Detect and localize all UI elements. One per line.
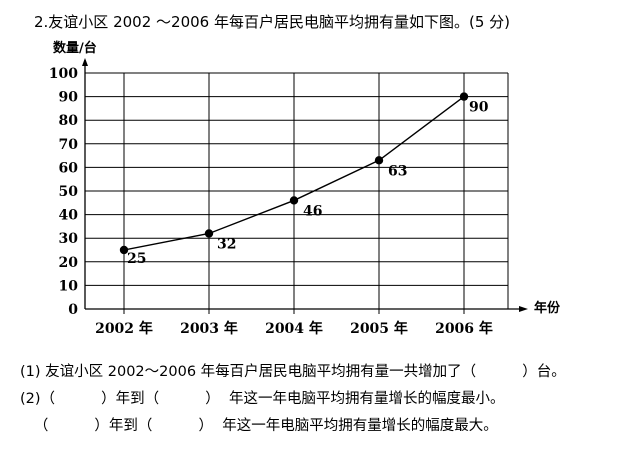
data-point [119,245,129,255]
y-axis-arrow [82,58,88,66]
x-tick-label: 2002 年 [95,320,153,337]
y-tick-label: 40 [59,208,79,224]
data-point [289,196,299,205]
question-line-1: (1) 友谊小区 2002～2006 年每百户居民电脑平均拥有量一共增加了（ ）… [20,364,566,380]
y-tick-label: 60 [59,160,79,176]
x-tick-label: 2005 年 [350,320,408,337]
x-axis-label: 年份 [534,300,561,316]
chart-axes [82,58,528,312]
data-label: 90 [469,100,489,116]
data-label: 63 [388,163,407,179]
y-tick-label: 90 [59,90,79,106]
x-tick-label: 2003 年 [180,320,238,337]
y-tick-label: 10 [59,278,79,294]
y-axis-label: 数量/台 [53,40,97,56]
y-tick-label: 20 [59,255,79,271]
data-label: 32 [217,236,236,252]
x-tick-label: 2006 年 [435,320,493,337]
question-title: 2.友谊小区 2002 ～2006 年每百户居民电脑平均拥有量如下图。(5 分) [34,13,510,31]
y-tick-label: 80 [59,113,79,129]
data-label: 25 [127,251,146,267]
question-line-2: (2)（ ）年到（ ） 年这一年电脑平均拥有量增长的幅度最小。 [20,391,505,407]
chart-grid [85,72,509,314]
y-tick-label: 100 [49,66,78,82]
data-label: 46 [303,203,322,219]
data-point [459,92,469,101]
x-tick-label: 2004 年 [265,320,323,337]
y-tick-label: 30 [59,231,79,247]
y-tick-label: 70 [59,137,79,153]
data-series: 25 32 46 63 90 [119,92,489,267]
data-point [204,229,214,238]
y-tick-labels: 0 10 20 30 40 50 60 70 80 90 100 [49,66,78,318]
x-tick-labels: 2002 年 2003 年 2004 年 2005 年 2006 年 [95,320,493,337]
x-axis-arrow [519,306,528,312]
y-tick-label: 50 [59,184,79,200]
question-line-3: （ ）年到（ ） 年这一年电脑平均拥有量增长的幅度最大。 [20,418,498,434]
y-tick-label: 0 [68,302,78,318]
data-point [374,156,384,165]
